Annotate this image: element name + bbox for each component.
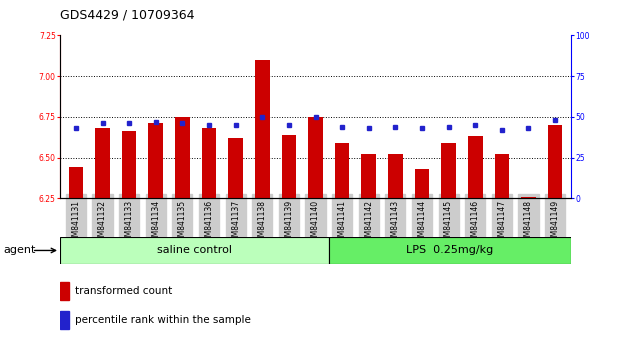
Bar xyxy=(308,117,323,198)
Text: transformed count: transformed count xyxy=(75,286,172,296)
FancyBboxPatch shape xyxy=(329,237,571,264)
Bar xyxy=(335,143,350,198)
Bar xyxy=(388,154,403,198)
Bar xyxy=(495,154,509,198)
Bar xyxy=(148,123,163,198)
Text: agent: agent xyxy=(3,245,35,256)
Bar xyxy=(60,311,69,329)
Bar xyxy=(228,138,243,198)
Bar xyxy=(95,128,110,198)
Bar xyxy=(362,154,376,198)
Text: percentile rank within the sample: percentile rank within the sample xyxy=(75,315,251,325)
Bar xyxy=(175,117,190,198)
FancyBboxPatch shape xyxy=(60,237,329,264)
Text: GDS4429 / 10709364: GDS4429 / 10709364 xyxy=(60,8,194,21)
Bar xyxy=(441,143,456,198)
Bar xyxy=(255,60,269,198)
Bar xyxy=(60,282,69,300)
Bar xyxy=(202,128,216,198)
Bar xyxy=(468,136,483,198)
Text: saline control: saline control xyxy=(157,245,232,256)
Bar xyxy=(281,135,296,198)
Bar xyxy=(548,125,562,198)
Text: LPS  0.25mg/kg: LPS 0.25mg/kg xyxy=(406,245,493,256)
Bar xyxy=(415,169,429,198)
Bar xyxy=(69,167,83,198)
Bar xyxy=(521,196,536,198)
Bar xyxy=(122,131,136,198)
